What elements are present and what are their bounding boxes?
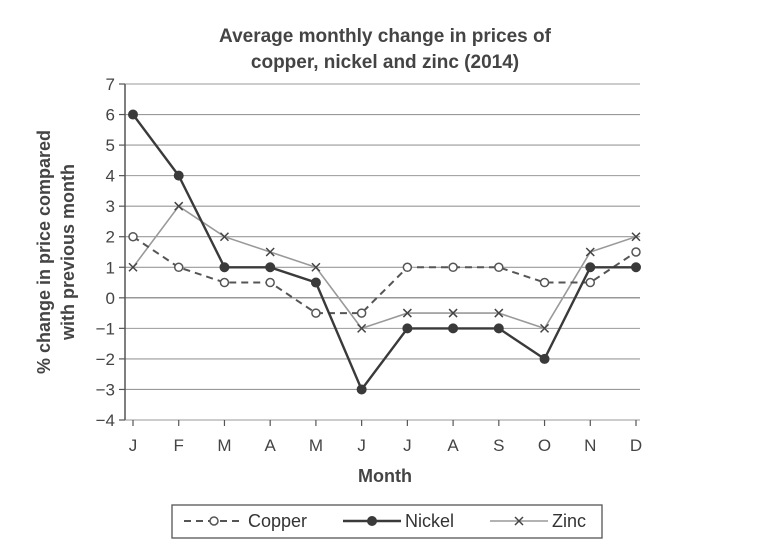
legend-label-copper: Copper xyxy=(248,511,307,531)
data-point-nickel xyxy=(265,262,276,273)
series-group xyxy=(128,109,641,395)
data-point-zinc xyxy=(128,262,138,272)
y-tick-label: 4 xyxy=(106,167,115,186)
data-point-copper xyxy=(356,308,367,318)
x-tick-label: N xyxy=(584,436,596,455)
x-tick-label: J xyxy=(403,436,412,455)
y-tick-label: −2 xyxy=(96,350,115,369)
data-point-nickel xyxy=(539,353,550,364)
data-point-nickel xyxy=(219,262,230,273)
data-point-copper xyxy=(631,247,641,257)
x-tick-label: J xyxy=(129,436,138,455)
data-point-nickel xyxy=(128,109,138,120)
legend-marker-copper xyxy=(209,516,219,526)
data-point-nickel xyxy=(310,277,321,288)
series-line-nickel xyxy=(132,113,636,392)
data-point-nickel xyxy=(631,262,641,273)
legend-label-zinc: Zinc xyxy=(552,511,586,531)
legend-label-nickel: Nickel xyxy=(405,511,454,531)
legend-marker-nickel xyxy=(367,516,377,526)
data-point-copper xyxy=(265,277,275,288)
x-tick-label: D xyxy=(630,436,642,455)
data-point-zinc xyxy=(311,262,321,272)
data-point-zinc xyxy=(219,232,229,242)
x-tick-label: A xyxy=(265,436,277,455)
y-tick-label: −3 xyxy=(96,380,115,399)
data-point-zinc xyxy=(265,247,275,257)
x-axis-title: Month xyxy=(358,466,412,486)
data-point-nickel xyxy=(493,323,504,334)
data-point-copper xyxy=(128,231,138,242)
series-zinc xyxy=(128,201,641,333)
x-tick-label: J xyxy=(357,436,366,455)
series-nickel xyxy=(128,109,641,395)
legend-box xyxy=(171,504,603,539)
data-point-nickel xyxy=(448,323,459,334)
x-tick-label: S xyxy=(493,436,504,455)
x-tick-label: O xyxy=(538,436,551,455)
data-point-zinc xyxy=(631,232,641,242)
data-point-copper xyxy=(494,262,504,273)
data-point-nickel xyxy=(402,323,413,334)
y-axis-ticks: 7 6 5 4 3 2 1 0 −1 −2 −3 −4 xyxy=(96,75,125,430)
y-tick-label: −1 xyxy=(96,319,115,338)
chart-title-line1: Average monthly change in prices of xyxy=(219,26,552,47)
x-tick-label: F xyxy=(174,436,184,455)
data-point-nickel xyxy=(356,384,367,395)
data-point-nickel xyxy=(585,262,596,273)
data-point-copper xyxy=(402,262,413,273)
y-tick-label: −4 xyxy=(96,411,115,430)
data-point-zinc xyxy=(585,247,595,257)
data-point-copper xyxy=(585,277,596,288)
data-point-copper xyxy=(219,277,230,288)
y-tick-label: 3 xyxy=(106,197,115,216)
data-point-zinc xyxy=(357,323,367,333)
legend: Copper Nickel Zinc xyxy=(171,504,603,539)
legend-marker-zinc xyxy=(514,516,524,526)
data-point-copper xyxy=(173,262,184,273)
data-point-copper xyxy=(448,262,458,273)
data-point-zinc xyxy=(540,323,550,333)
series-line-zinc xyxy=(132,205,637,330)
y-tick-label: 0 xyxy=(106,289,115,308)
y-tick-label: 1 xyxy=(106,258,115,277)
y-axis-title-line1: % change in price compared xyxy=(34,130,54,374)
data-point-zinc xyxy=(448,308,458,318)
chart-title-line2: copper, nickel and zinc (2014) xyxy=(251,52,519,73)
data-point-copper xyxy=(311,308,321,318)
y-tick-label: 5 xyxy=(106,136,115,155)
x-tick-label: M xyxy=(217,436,231,455)
x-tick-label: M xyxy=(309,436,323,455)
y-axis-title: % change in price compared with previous… xyxy=(34,130,78,374)
y-axis-title-line2: with previous month xyxy=(58,164,78,341)
data-point-zinc xyxy=(402,308,412,318)
y-tick-label: 2 xyxy=(106,228,115,247)
series-copper xyxy=(128,231,641,318)
series-line-copper xyxy=(132,235,637,315)
data-point-zinc xyxy=(494,308,504,318)
x-tick-label: A xyxy=(447,436,459,455)
data-point-copper xyxy=(539,277,550,288)
y-tick-label: 6 xyxy=(106,106,115,125)
data-point-nickel xyxy=(173,170,184,181)
y-tick-label: 7 xyxy=(106,75,115,94)
data-point-zinc xyxy=(174,201,184,211)
grid-lines xyxy=(125,83,640,421)
